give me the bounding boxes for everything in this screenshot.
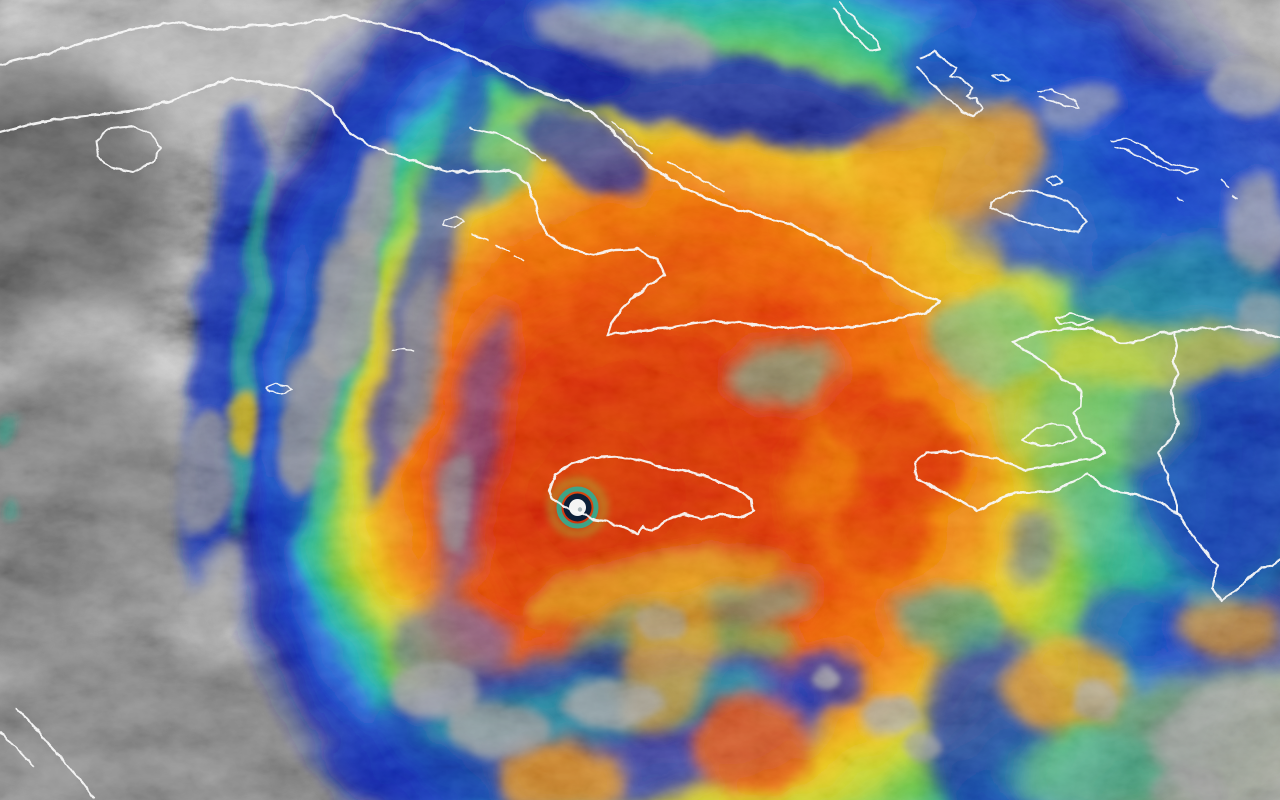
coastline-turks-speck-2 (1221, 179, 1229, 187)
eye-inner-shadow (577, 507, 583, 512)
coastline-north-cuba-cays-1 (611, 121, 653, 154)
haiti-dr-border-line (1157, 331, 1179, 514)
coastline-cuba (0, 14, 943, 337)
coastline-tortuga-island (1054, 313, 1093, 325)
coastline-isle-of-youth (95, 125, 162, 172)
coastline-bahamas-islet (990, 73, 1011, 83)
coastline-bahamas-chain-2 (1037, 89, 1081, 109)
coastline-canarreos-cay-3 (513, 255, 525, 263)
coastline-turks-speck-1 (1176, 197, 1184, 203)
coastline-hispaniola-north (1011, 326, 1280, 345)
coastline-north-cuba-cays-2 (667, 161, 725, 193)
coastline-crooked-acklins (1111, 137, 1199, 175)
coastline-jamaica (547, 455, 756, 537)
coastline-canarreos-islet (443, 215, 465, 229)
coastline-cayman-brac (391, 347, 415, 352)
hurricane-eye (547, 477, 608, 538)
coastline-central-america-2 (0, 731, 34, 767)
eye-teal-ring (556, 486, 599, 529)
coastline-turks-speck-3 (1231, 195, 1238, 201)
coastline-central-america (14, 706, 96, 800)
coastline-bahamas-chain-1 (917, 51, 983, 117)
coastline-canarreos-cay-1 (471, 233, 489, 241)
coastline-inagua-islet (1045, 175, 1063, 187)
coastline-grand-cayman (265, 383, 293, 394)
eye-outer-halo (547, 477, 608, 538)
coastline-camaguey-cays (833, 1, 882, 52)
coastline-great-inagua (989, 189, 1088, 233)
coastline-canarreos-cay-2 (495, 245, 511, 253)
coastline-zapata-inner (469, 127, 546, 161)
coastline-gonave-island (1022, 423, 1077, 447)
